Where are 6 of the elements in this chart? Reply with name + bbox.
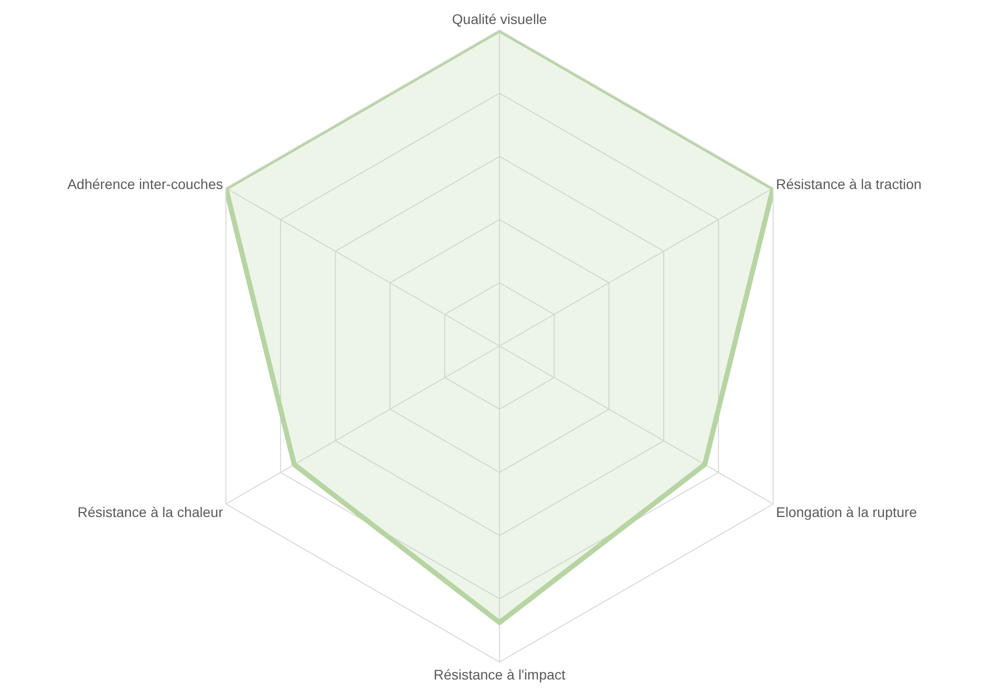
spoke-label: Résistance à l'impact: [434, 666, 566, 682]
spoke-label: Résistance à la traction: [776, 176, 922, 192]
spoke-label: Elongation à la rupture: [776, 504, 918, 520]
spoke-label: Résistance à la chaleur: [77, 504, 224, 520]
spoke-label: Adhérence inter-couches: [67, 176, 223, 192]
spoke-label: Qualité visuelle: [452, 10, 548, 27]
